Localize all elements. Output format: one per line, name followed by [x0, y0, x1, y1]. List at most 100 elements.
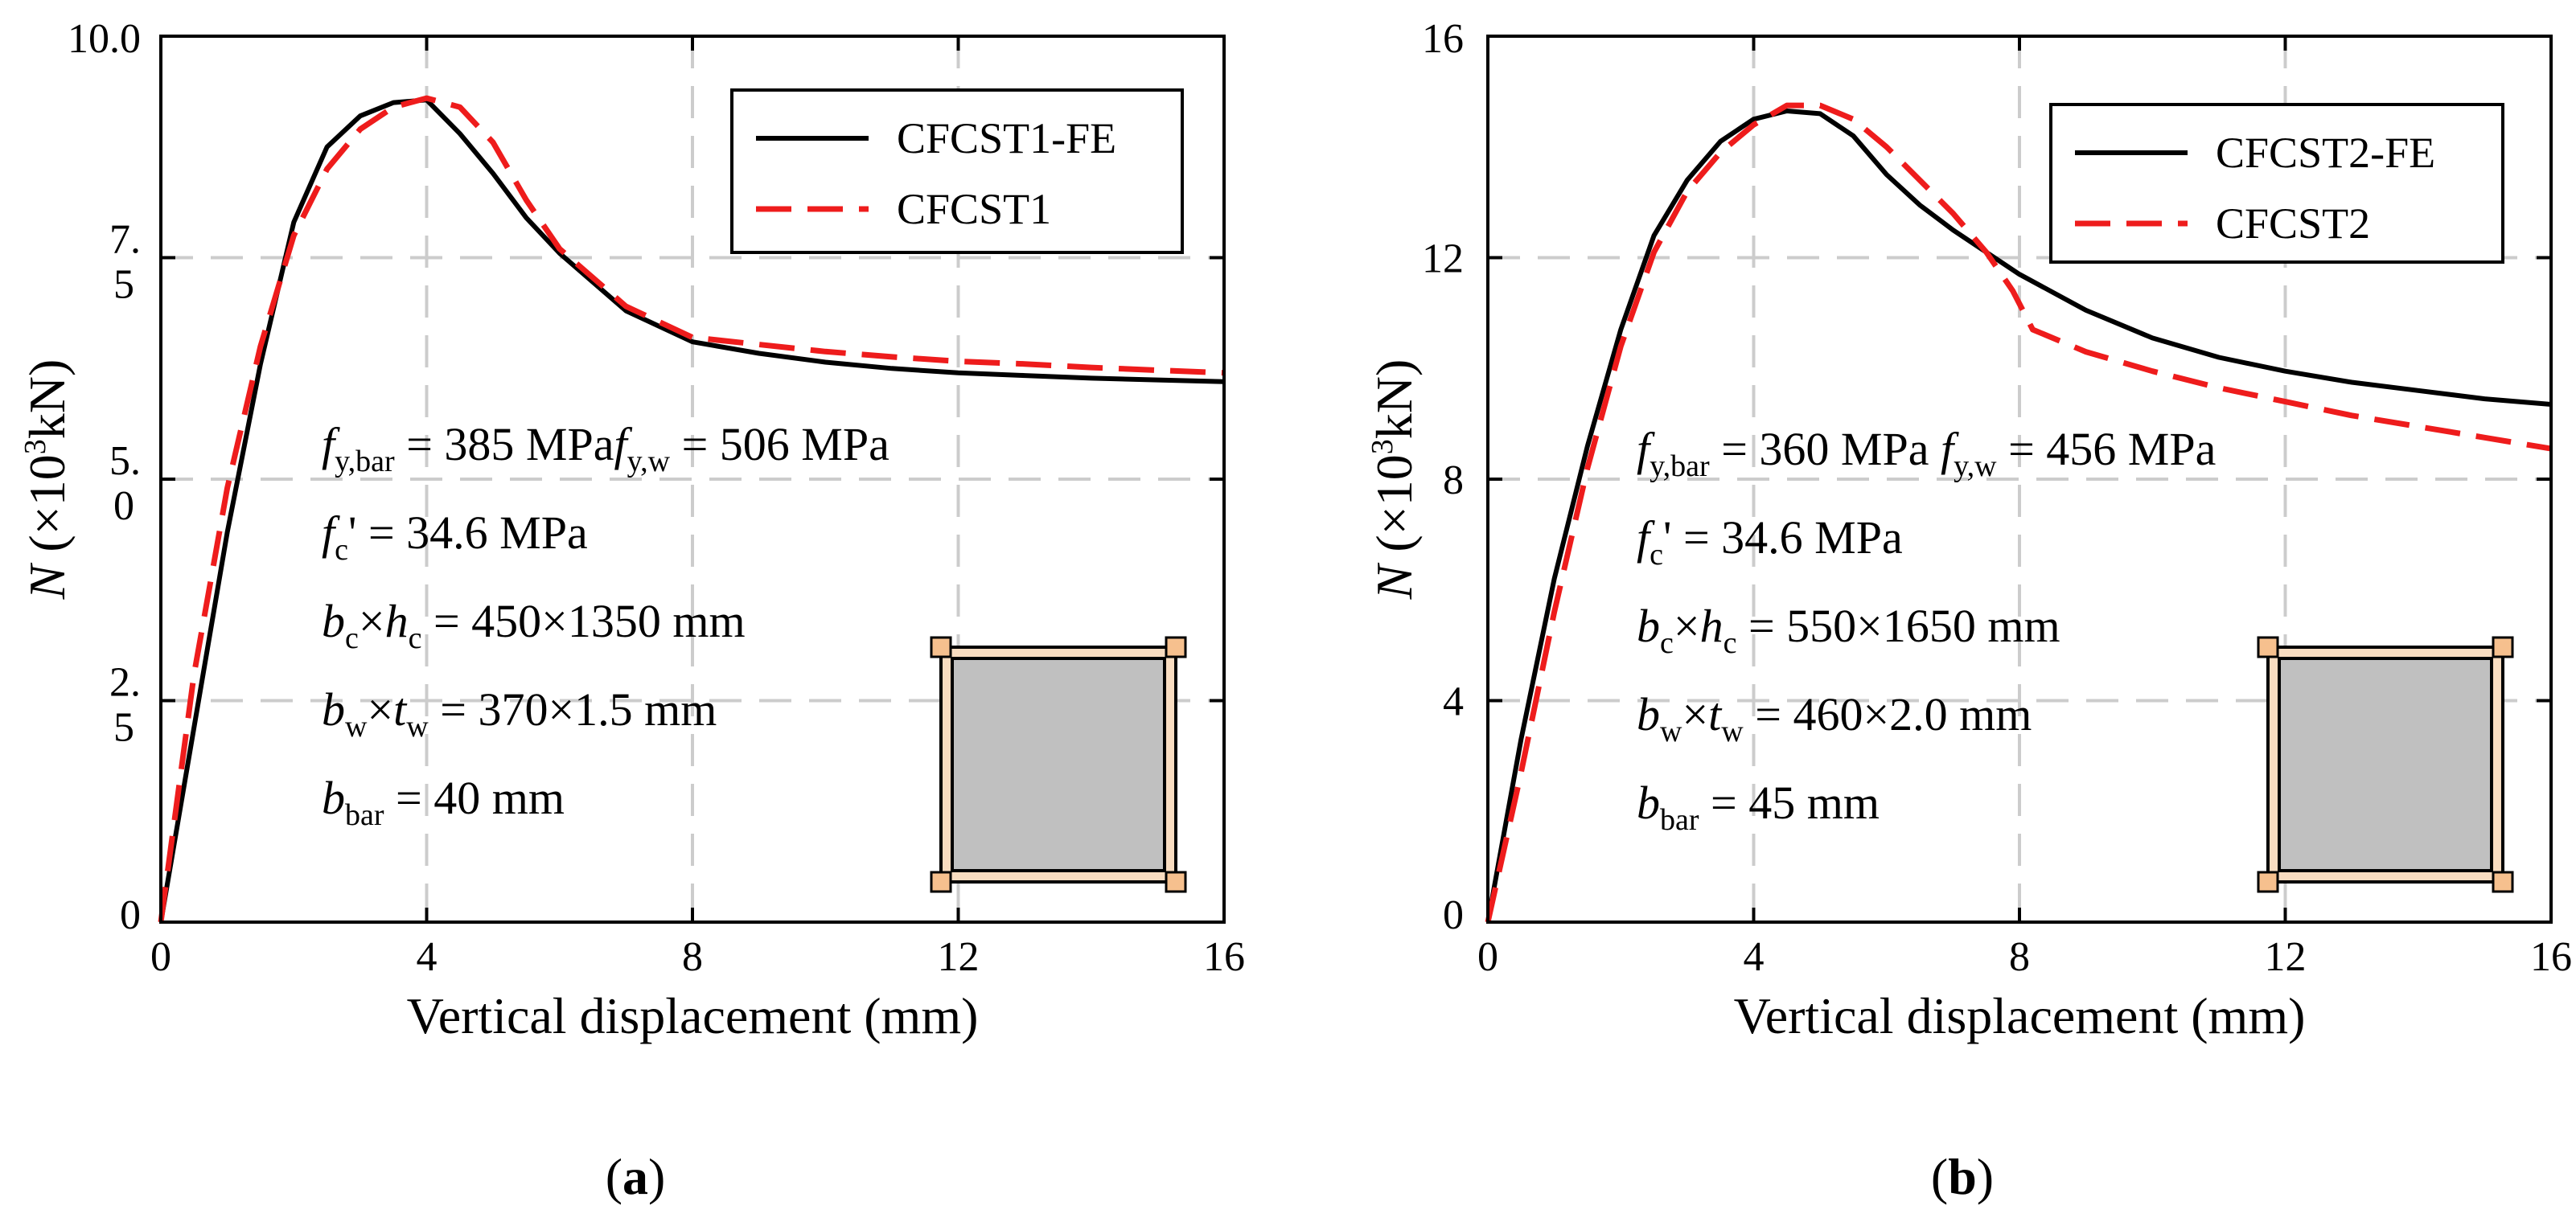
y-axis-label: N (×103kN) — [18, 359, 76, 601]
y-axis-label: N (×103kN) — [1366, 359, 1423, 601]
y-tick-label: 8 — [1443, 457, 1464, 503]
y-axis-unit: kN) — [18, 359, 76, 440]
parameter-annotation: fc' = 34.6 MPa — [322, 506, 588, 567]
section-bar-outline — [951, 657, 1166, 872]
section-concrete-core — [2278, 657, 2493, 872]
ann-value: ' = 34.6 MPa — [348, 506, 588, 559]
ann-subscript: c — [345, 621, 359, 655]
ann-value: = 45 mm — [1699, 777, 1880, 829]
parameter-annotation: bc×hc = 550×1650 mm — [1637, 600, 2060, 660]
parameter-annotation: fc' = 34.6 MPa — [1637, 511, 1903, 572]
ann-subscript: c — [1723, 626, 1737, 660]
ann-times: × — [1682, 688, 1708, 740]
x-tick-label: 4 — [417, 934, 438, 980]
x-tick-label: 0 — [150, 934, 171, 980]
ann-symbol: b — [322, 772, 345, 824]
x-tick-label: 16 — [2530, 934, 2572, 980]
y-tick-label: 4 — [1443, 679, 1464, 725]
ann-subscript: bar — [1660, 803, 1699, 837]
x-tick-label: 16 — [1203, 934, 1245, 980]
parameter-annotation: bbar = 45 mm — [1637, 777, 1880, 837]
parameter-annotation: fy,bar = 360 MPa fy,w = 456 MPa — [1637, 423, 2216, 483]
y-axis-unit: kN) — [1366, 359, 1423, 440]
y-tick-label: 7. — [109, 217, 141, 263]
y-axis-unit: (×10 — [1366, 454, 1423, 564]
ann-subscript: c — [1650, 538, 1663, 572]
ann-value: = 370×1.5 mm — [429, 683, 717, 736]
ann-symbol: b — [322, 595, 345, 647]
panel-paren: ) — [1977, 1148, 1994, 1205]
ann-subscript: w — [1721, 715, 1744, 748]
ann-symbol: b — [1637, 600, 1660, 652]
ann-times: × — [1674, 600, 1700, 652]
ann-subscript: y,w — [627, 445, 671, 478]
ann-subscript: bar — [345, 798, 384, 832]
ann-value: = 506 MPa — [670, 418, 889, 470]
panel-letter: b — [1948, 1148, 1977, 1205]
legend-label: CFCST1-FE — [897, 114, 1116, 162]
series-line-CFCST2-FE — [1485, 109, 2552, 923]
section-corner-bar — [930, 871, 952, 893]
parameter-annotation: bw×tw = 460×2.0 mm — [1637, 688, 2032, 748]
ann-symbol: t — [1708, 688, 1723, 740]
ann-times: × — [359, 595, 385, 647]
ann-value: = 360 MPa — [1710, 423, 1941, 475]
ann-value: = 456 MPa — [1997, 423, 2217, 475]
y-axis-symbol: N — [18, 562, 76, 600]
y-axis-exponent: 3 — [1366, 439, 1399, 454]
ann-subscript: w — [406, 710, 429, 744]
section-concrete-core — [951, 657, 1166, 872]
y-tick-label: 2. — [109, 660, 141, 706]
ann-subscript: w — [1660, 715, 1682, 748]
legend-label: CFCST2-FE — [2216, 129, 2435, 177]
section-corner-bar — [1165, 636, 1187, 658]
y-tick-label: 5 — [113, 262, 134, 308]
y-tick-label: 5 — [113, 705, 134, 751]
ann-subscript: y,w — [1954, 449, 1997, 483]
x-tick-label: 12 — [938, 934, 980, 980]
y-tick-label: 0 — [120, 892, 141, 938]
section-corner-bar — [2492, 636, 2514, 658]
x-tick-label: 8 — [682, 934, 703, 980]
ann-symbol: b — [322, 683, 345, 736]
y-axis-unit: (×10 — [18, 454, 76, 564]
x-tick-label: 0 — [1477, 934, 1498, 980]
ann-symbol: b — [1637, 777, 1660, 829]
panel-paren: ) — [648, 1148, 665, 1205]
legend-box — [730, 88, 1184, 254]
ann-value: = 450×1350 mm — [421, 595, 745, 647]
legend-label: CFCST2 — [2216, 199, 2370, 248]
x-tick-label: 12 — [2265, 934, 2307, 980]
y-axis-symbol: N — [1366, 562, 1423, 600]
y-axis-exponent: 3 — [18, 439, 52, 454]
panel-paren: ( — [1931, 1148, 1948, 1205]
chart-panel-b: fy,bar = 360 MPa fy,w = 456 MPa fc' = 34.… — [1366, 16, 2572, 1205]
x-tick-label: 4 — [1744, 934, 1765, 980]
section-corner-bar — [2492, 871, 2514, 893]
ann-subscript: y,bar — [1650, 449, 1710, 483]
parameter-annotation: fy,bar = 385 MPafy,w = 506 MPa — [322, 418, 889, 478]
panel-label: (b) — [1931, 1148, 1994, 1205]
y-tick-label: 0 — [1443, 892, 1464, 938]
parameter-annotation: bbar = 40 mm — [322, 772, 565, 832]
x-axis-label: Vertical displacement (mm) — [407, 987, 979, 1044]
section-bar-outline — [2278, 657, 2493, 872]
ann-subscript: c — [335, 533, 348, 567]
section-corner-bar — [1165, 871, 1187, 893]
ann-symbol: h — [385, 595, 409, 647]
y-tick-label: 0 — [113, 483, 134, 529]
chart-panel-a: fy,bar = 385 MPafy,w = 506 MPa fc' = 34.6… — [18, 16, 1245, 1205]
ann-symbol: t — [393, 683, 408, 736]
ann-value: = 40 mm — [384, 772, 565, 824]
section-corner-bar — [2257, 636, 2279, 658]
y-tick-label: 10.0 — [68, 16, 141, 62]
series-line-CFCST2 — [1485, 102, 2552, 923]
panel-letter: a — [622, 1148, 648, 1205]
y-tick-label: 5. — [109, 438, 141, 484]
ann-value: = 385 MPa — [395, 418, 614, 470]
legend-box — [2049, 103, 2504, 264]
ann-subscript: y,bar — [335, 445, 395, 478]
series-line-CFCST1 — [158, 95, 1225, 923]
ann-subscript: c — [1660, 626, 1674, 660]
